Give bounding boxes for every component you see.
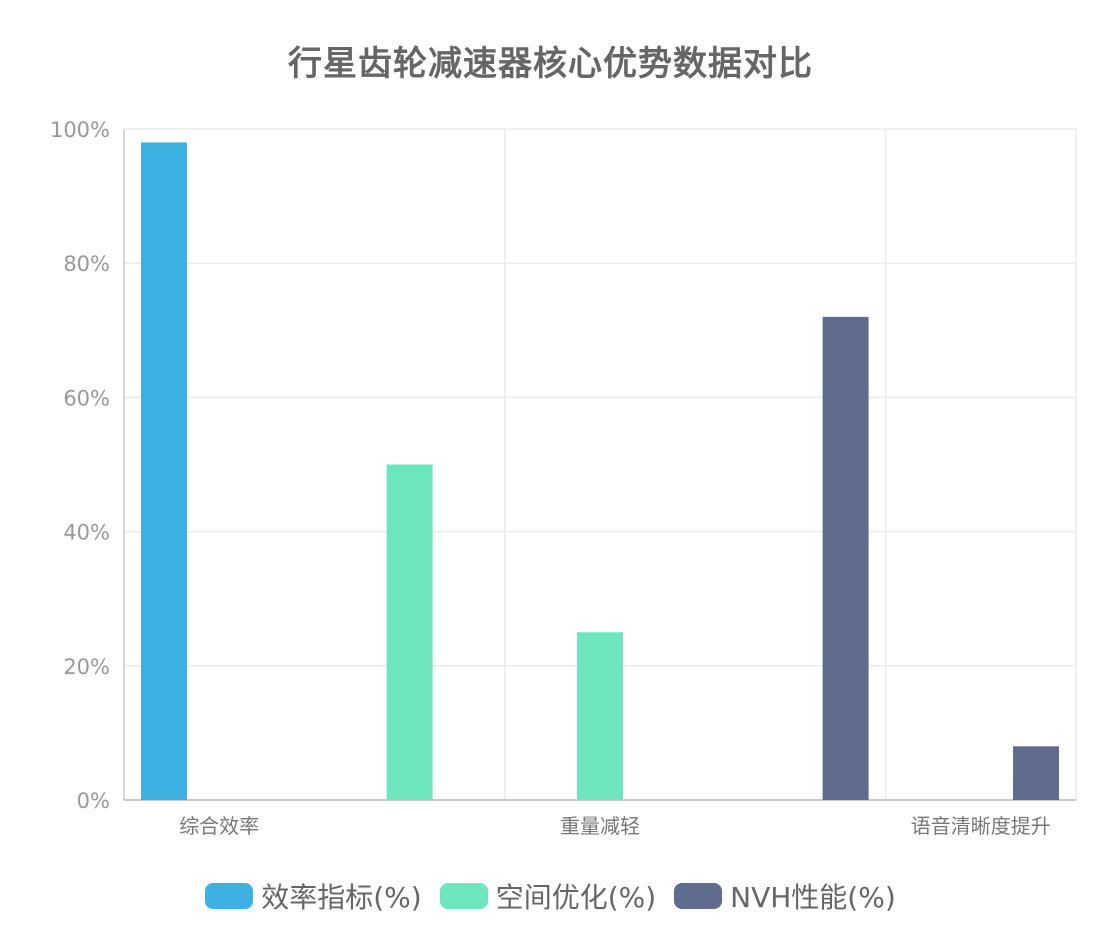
legend-item-efficiency[interactable]: 效率指标(%) <box>205 876 422 916</box>
legend-item-nvh[interactable]: NVH性能(%) <box>674 876 896 916</box>
bar-space <box>577 632 623 800</box>
y-tick-label: 60% <box>63 386 110 410</box>
chart-legend: 效率指标(%) 空间优化(%) NVH性能(%) <box>0 876 1101 916</box>
legend-label-efficiency: 效率指标(%) <box>261 881 422 914</box>
x-tick-label: 语音清晰度提升 <box>911 814 1051 838</box>
y-tick-label: 20% <box>63 655 110 679</box>
legend-item-space[interactable]: 空间优化(%) <box>439 876 657 916</box>
x-tick-label: 重量减轻 <box>560 814 640 838</box>
legend-swatch-nvh <box>674 883 723 909</box>
bar-nvh <box>822 316 869 800</box>
bar-space <box>386 464 433 800</box>
legend-label-nvh: NVH性能(%) <box>730 881 896 914</box>
bar-nvh <box>1013 746 1060 800</box>
y-tick-label: 0% <box>77 789 110 813</box>
y-tick-label: 40% <box>63 521 110 545</box>
x-tick-label: 综合效率 <box>179 814 259 838</box>
y-tick-label: 100% <box>50 118 110 142</box>
y-tick-label: 80% <box>63 252 110 276</box>
chart-title: 行星齿轮减速器核心优势数据对比 <box>288 44 813 84</box>
legend-label-space: 空间优化(%) <box>495 881 657 914</box>
legend-swatch-efficiency <box>205 883 254 909</box>
bar-efficiency <box>140 142 187 801</box>
legend-swatch-space <box>439 883 488 909</box>
